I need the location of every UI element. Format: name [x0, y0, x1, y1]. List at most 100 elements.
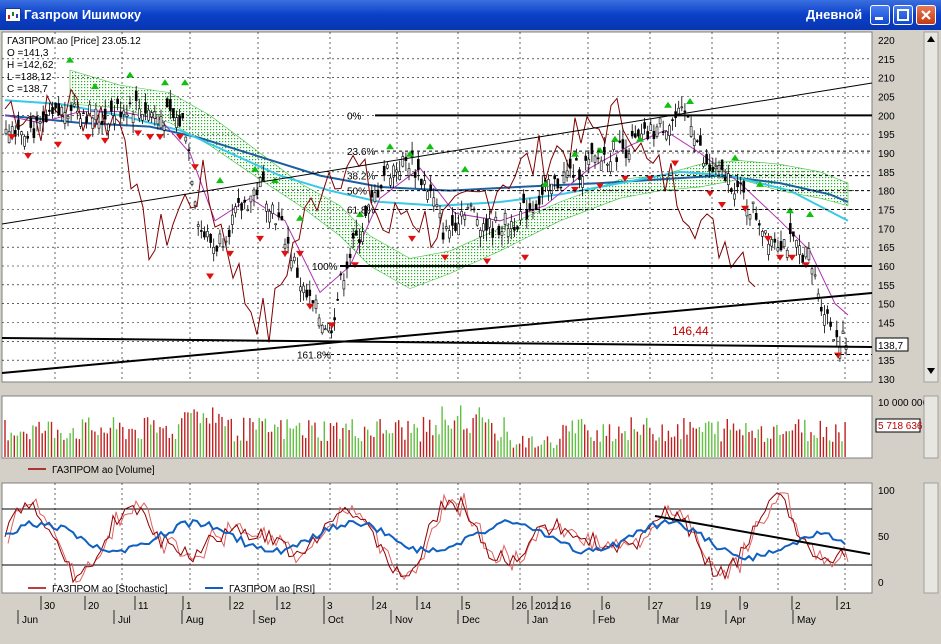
candle-body	[268, 211, 271, 223]
scroll-down-icon[interactable]	[927, 368, 935, 374]
candle-body	[389, 177, 392, 186]
candle-body	[664, 131, 668, 140]
stoch-line	[4, 492, 846, 584]
candle-body	[193, 201, 197, 207]
month-label: Apr	[730, 615, 746, 626]
candle-body	[559, 186, 563, 189]
price-tick: 205	[878, 93, 895, 104]
candle-body	[327, 323, 330, 332]
candle-body	[438, 212, 442, 219]
minimize-button[interactable]	[870, 5, 890, 25]
candle-body	[761, 231, 764, 237]
candle-body	[311, 300, 315, 303]
candle-body	[57, 103, 61, 116]
candle-body	[51, 107, 54, 115]
scroll-up-icon[interactable]	[927, 36, 935, 42]
candle-body	[44, 114, 48, 123]
sell-arrow-icon	[101, 137, 109, 144]
sell-arrow-icon	[134, 130, 142, 137]
sell-arrow-icon	[176, 134, 184, 141]
candle-body	[534, 203, 538, 211]
candle-body	[528, 203, 532, 211]
candle-body	[107, 123, 110, 132]
candle-body	[792, 231, 795, 237]
candle-body	[361, 231, 364, 243]
candle-body	[376, 189, 380, 198]
candle-body	[203, 231, 206, 238]
candle-body	[519, 211, 522, 221]
candle-body	[292, 256, 296, 262]
candlesticks	[4, 85, 848, 362]
buy-arrow-icon	[406, 150, 414, 157]
candle-body	[206, 231, 209, 238]
sell-arrow-icon	[646, 175, 654, 182]
candle-body	[122, 110, 126, 115]
day-label: 19	[700, 601, 712, 612]
month-label: May	[797, 615, 816, 626]
candle-body	[358, 239, 361, 243]
close-button[interactable]	[916, 5, 936, 25]
candle-body	[531, 210, 535, 213]
candle-body	[804, 246, 808, 258]
volume-scrollbar[interactable]	[923, 395, 939, 459]
candle-body	[150, 112, 153, 118]
candle-body	[88, 104, 91, 115]
buy-arrow-icon	[426, 143, 434, 150]
candle-body	[373, 192, 377, 203]
candle-body	[66, 115, 70, 120]
day-label: 27	[652, 601, 664, 612]
candle-body	[621, 139, 625, 149]
candle-body	[522, 193, 526, 203]
candle-body	[432, 197, 436, 207]
candle-body	[249, 195, 253, 203]
candle-body	[463, 214, 467, 220]
candle-body	[395, 169, 398, 173]
candle-body	[274, 223, 278, 226]
candle-body	[615, 157, 619, 162]
buy-arrow-icon	[91, 82, 99, 89]
candle-body	[649, 124, 653, 131]
month-label: Mar	[662, 615, 680, 626]
sell-arrow-icon	[521, 254, 529, 261]
day-label: 9	[743, 601, 749, 612]
candle-body	[503, 212, 507, 225]
sell-arrow-icon	[24, 153, 32, 159]
candle-body	[547, 179, 550, 191]
candle-body	[131, 114, 135, 123]
candle-body	[565, 170, 569, 178]
candle-body	[730, 188, 733, 192]
candle-body	[627, 153, 631, 160]
candle-body	[717, 165, 721, 172]
candle-body	[798, 245, 801, 255]
candle-body	[23, 136, 26, 147]
candle-body	[20, 131, 23, 136]
candle-body	[826, 309, 829, 314]
last-price-label: 138,7	[878, 341, 903, 352]
candle-body	[562, 171, 566, 184]
sell-arrow-icon	[191, 164, 199, 171]
candle-body	[832, 339, 836, 342]
candle-body	[785, 249, 789, 258]
candle-body	[379, 185, 383, 189]
price-tick: 165	[878, 243, 895, 254]
candle-body	[516, 226, 519, 230]
sell-arrow-icon	[483, 258, 491, 265]
candle-body	[181, 113, 184, 119]
candle-body	[141, 114, 144, 121]
candle-body	[575, 158, 578, 161]
candle-body	[466, 207, 470, 209]
candle-body	[29, 118, 33, 128]
maximize-button[interactable]	[893, 5, 913, 25]
candle-body	[162, 125, 166, 131]
candle-body	[85, 116, 88, 123]
candle-body	[196, 224, 200, 227]
candle-body	[426, 191, 429, 200]
price-tick: 130	[878, 375, 895, 386]
day-label: 30	[44, 601, 56, 612]
sell-arrow-icon	[596, 183, 604, 190]
volume-last-box	[875, 418, 921, 433]
sell-arrow-icon	[156, 134, 164, 141]
sell-arrow-icon	[571, 186, 579, 193]
price-scrollbar[interactable]	[923, 31, 939, 383]
oscillator-scrollbar[interactable]	[923, 482, 939, 594]
